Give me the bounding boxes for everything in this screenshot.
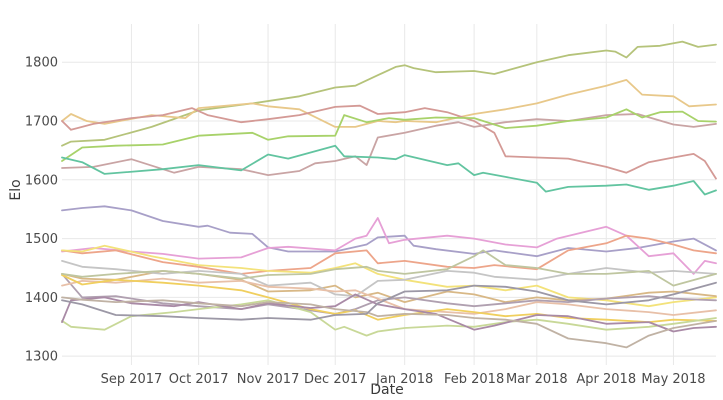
y-axis-ticks: 1300 1400 1500 1600 1700 1800 — [25, 56, 58, 365]
series-line-18 — [61, 296, 717, 349]
x-axis-ticks: Sep 2017 Oct 2017 Nov 2017 Dec 2017 Jan 2018… — [101, 372, 706, 387]
y-tick-label: 1400 — [25, 291, 58, 306]
series-line-5 — [61, 108, 717, 162]
series-line-4 — [61, 113, 717, 177]
x-tick-label: Mar 2018 — [506, 372, 568, 387]
series-lines — [61, 40, 717, 349]
x-tick-label: Feb 2018 — [444, 372, 504, 387]
x-tick-label: May 2018 — [641, 372, 705, 387]
y-tick-label: 1500 — [25, 232, 58, 247]
series-line-1 — [61, 40, 717, 147]
series-line-20 — [61, 249, 717, 287]
series-line-12 — [61, 259, 717, 298]
series-line-13 — [61, 272, 717, 315]
series-line-19 — [61, 281, 717, 321]
series-line-8 — [61, 217, 717, 275]
series-line-9 — [61, 234, 717, 275]
x-tick-label: Dec 2017 — [304, 372, 366, 387]
y-tick-label: 1300 — [25, 350, 58, 365]
x-tick-label: Apr 2018 — [576, 372, 636, 387]
series-line-14 — [61, 277, 717, 316]
x-tick-label: Jan 2018 — [375, 372, 433, 387]
y-tick-label: 1700 — [25, 115, 58, 130]
series-line-7 — [61, 205, 717, 258]
x-axis-title: Date — [370, 382, 403, 398]
series-line-3 — [61, 104, 717, 180]
x-tick-label: Oct 2017 — [169, 372, 229, 387]
series-line-2 — [61, 79, 717, 128]
series-line-6 — [61, 144, 717, 196]
x-tick-label: Sep 2017 — [101, 372, 163, 387]
series-line-15 — [61, 274, 717, 324]
y-tick-label: 1800 — [25, 56, 58, 71]
y-tick-label: 1600 — [25, 173, 58, 188]
x-tick-label: Nov 2017 — [237, 372, 300, 387]
series-line-16 — [61, 299, 717, 337]
y-axis-title: Elo — [8, 179, 24, 200]
